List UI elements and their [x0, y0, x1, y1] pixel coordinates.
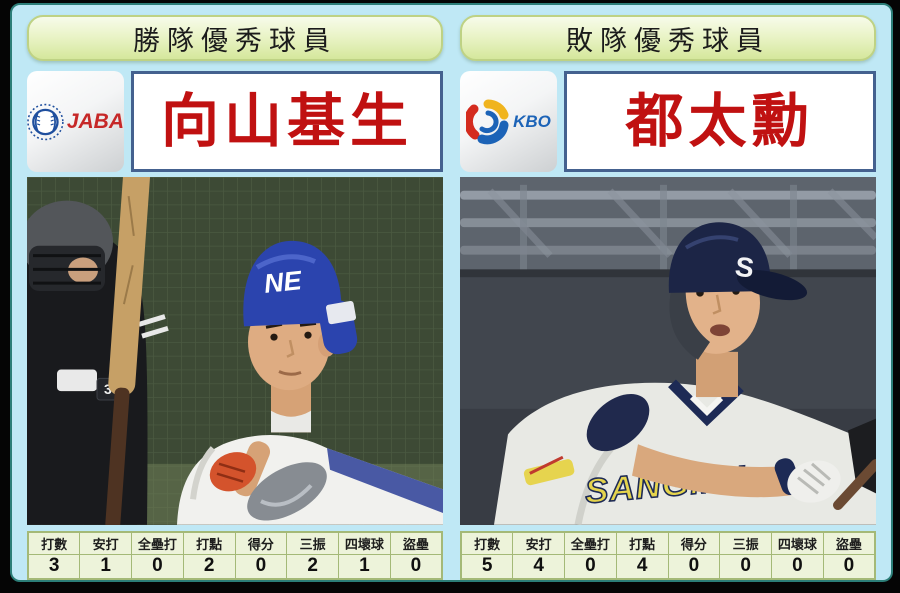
stat-value-r: 0 [234, 553, 288, 580]
winning-player-name: 向山基生 [160, 88, 413, 154]
stat-header-hr: 全壘打 [131, 531, 184, 555]
winning-player-photo: 36 [27, 177, 443, 525]
stat-value-rbi: 4 [615, 553, 669, 580]
kbo-swirl-icon [466, 99, 509, 144]
stat-header-hr: 全壘打 [564, 531, 617, 555]
stats-header-row: 打數 安打 全壘打 打點 得分 三振 四壞球 盜壘 [27, 531, 443, 555]
losing-player-id-row: KBO 都太勳 [460, 71, 876, 173]
stats-table-losing: 打數 安打 全壘打 打點 得分 三振 四壞球 盜壘 5 4 0 4 0 0 0 … [460, 531, 876, 580]
stat-header-ab: 打數 [460, 531, 514, 555]
chin-guard [669, 279, 710, 360]
batter-figure-left: NE [177, 241, 443, 525]
stat-value-r: 0 [667, 553, 721, 580]
stat-header-sb: 盜壘 [822, 531, 876, 555]
main-panel: 勝隊優秀球員 JABA 向山基生 [10, 3, 893, 582]
stat-header-bb: 四壞球 [771, 531, 824, 555]
stat-header-h: 安打 [79, 531, 132, 555]
winning-player-id-row: JABA 向山基生 [27, 71, 443, 173]
stadium-railings [460, 185, 876, 272]
umpire-sleeve-patch [57, 369, 97, 392]
winning-player-name-box: 向山基生 [131, 71, 443, 173]
elbow-guard-right [586, 394, 650, 452]
helmet-logo-text-right: S [733, 251, 756, 284]
stat-value-sb: 0 [389, 553, 443, 580]
elbow-guard [247, 462, 327, 521]
stat-value-rbi: 2 [182, 553, 236, 580]
stat-header-so: 三振 [719, 531, 772, 555]
stat-header-ab: 打數 [27, 531, 81, 555]
winning-team-header-label: 勝隊優秀球員 [133, 25, 337, 56]
batter-photo-illustration-left: 36 [27, 177, 443, 525]
batting-glove [209, 452, 257, 492]
winning-team-header: 勝隊優秀球員 [27, 15, 443, 62]
jaba-logo: JABA [27, 71, 124, 173]
stat-header-rbi: 打點 [182, 531, 236, 555]
losing-player-name: 都太勳 [625, 88, 815, 154]
stat-value-hr: 0 [564, 553, 617, 580]
stat-header-rbi: 打點 [615, 531, 669, 555]
stat-value-h: 1 [79, 553, 132, 580]
sleeve-patch [523, 459, 575, 486]
helmet-logo-text-left: NE [262, 266, 304, 300]
winning-player-column: 勝隊優秀球員 JABA 向山基生 [27, 13, 443, 580]
losing-player-name-box: 都太勳 [564, 71, 876, 173]
stat-value-bb: 1 [338, 553, 391, 580]
jaba-logo-label: JABA [66, 109, 124, 133]
stat-value-so: 2 [286, 553, 339, 580]
stat-header-r: 得分 [234, 531, 288, 555]
stat-header-h: 安打 [512, 531, 565, 555]
stats-header-row: 打數 安打 全壘打 打點 得分 三振 四壞球 盜壘 [460, 531, 876, 555]
losing-player-photo: SANGMU [460, 177, 876, 525]
losing-team-header: 敗隊優秀球員 [460, 15, 876, 62]
stats-value-row: 3 1 0 2 0 2 1 0 [27, 553, 443, 580]
stat-value-sb: 0 [822, 553, 876, 580]
kbo-logo: KBO [460, 71, 557, 173]
jaba-baseball-icon [27, 103, 64, 140]
stat-header-r: 得分 [667, 531, 721, 555]
stat-value-ab: 3 [27, 553, 81, 580]
kbo-logo-label: KBO [513, 111, 551, 131]
stat-header-so: 三振 [286, 531, 339, 555]
batting-glove-white [787, 460, 841, 503]
stat-value-ab: 5 [460, 553, 514, 580]
stats-table-winning: 打數 安打 全壘打 打點 得分 三振 四壞球 盜壘 3 1 0 2 0 2 1 … [27, 531, 443, 580]
batter-photo-illustration-right: SANGMU [460, 177, 876, 525]
stat-value-bb: 0 [771, 553, 824, 580]
baseball-bat [105, 177, 150, 525]
stat-header-sb: 盜壘 [389, 531, 443, 555]
losing-team-header-label: 敗隊優秀球員 [566, 25, 770, 56]
stat-value-so: 0 [719, 553, 772, 580]
batter-figure-right: SANGMU [494, 222, 876, 525]
stat-value-hr: 0 [131, 553, 184, 580]
losing-player-column: 敗隊優秀球員 KBO 都太勳 [460, 13, 876, 580]
stats-value-row: 5 4 0 4 0 0 0 0 [460, 553, 876, 580]
stat-header-bb: 四壞球 [338, 531, 391, 555]
stat-value-h: 4 [512, 553, 565, 580]
